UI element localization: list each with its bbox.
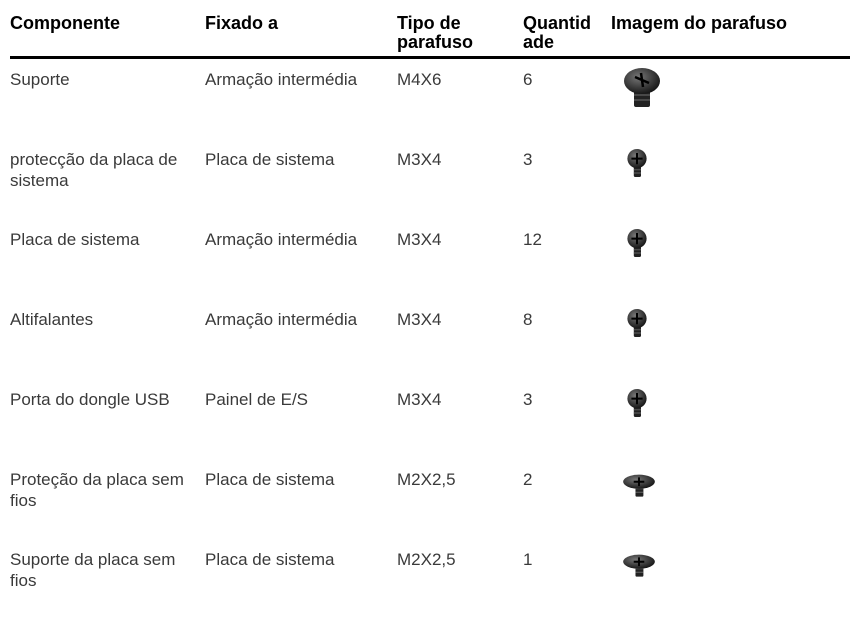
table-body: Suporte Armação intermédia M4X6 6 protecção …	[10, 58, 850, 620]
table-cell: M3X4	[397, 390, 442, 409]
table-cell: Placa de sistema	[205, 150, 335, 169]
table-row: Altifalantes Armação intermédia M3X4 8	[10, 299, 850, 379]
table-cell: M2X2,5	[397, 470, 456, 489]
table-cell: M3X4	[397, 150, 442, 169]
table-row: Porta do dongle USB Painel de E/S M3X4 3	[10, 379, 850, 459]
table-cell: Painel de E/S	[205, 390, 309, 409]
table-cell: protecção da placa de sistema	[10, 150, 178, 190]
table-cell: 8	[523, 310, 533, 329]
table-row: Proteção da placa sem fios Placa de siste…	[10, 459, 850, 539]
table-cell: Altifalantes	[10, 310, 94, 329]
table-row: Placa de sistema Armação intermédia M3X4 12	[10, 219, 850, 299]
screw-image-cell	[611, 219, 850, 299]
table-cell: 3	[523, 150, 533, 169]
table-cell: 3	[523, 390, 533, 409]
header-row: Componente Fixado a Tipo de parafuso Qua…	[10, 14, 850, 59]
table-cell: Suporte	[10, 70, 70, 89]
table-cell: Placa de sistema	[205, 470, 335, 489]
header-cell: Quantidade	[523, 14, 611, 59]
table-row: Suporte Armação intermédia M4X6 6	[10, 58, 850, 140]
screw-image	[617, 145, 657, 185]
table-cell: Armação intermédia	[205, 230, 358, 249]
screw-image	[617, 305, 657, 345]
header-cell: Tipo de parafuso	[397, 14, 523, 59]
table-cell: M2X2,5	[397, 550, 456, 569]
table-cell: 6	[523, 70, 533, 89]
screw-image	[617, 385, 657, 425]
table-cell: M3X4	[397, 310, 442, 329]
screw-image-cell	[611, 299, 850, 379]
table-cell: M3X4	[397, 230, 442, 249]
table-row: protecção da placa de sistema Placa de si…	[10, 139, 850, 219]
screw-image	[617, 65, 667, 115]
table-cell: Placa de sistema	[205, 550, 335, 569]
header-cell: Componente	[10, 14, 205, 59]
table-cell: M4X6	[397, 70, 442, 89]
table-cell: 2	[523, 470, 533, 489]
screw-table: Componente Fixado a Tipo de parafuso Qua…	[10, 14, 850, 619]
table-cell: Armação intermédia	[205, 70, 358, 89]
screw-image	[617, 225, 657, 265]
screw-image	[617, 545, 661, 589]
table-cell: Proteção da placa sem fios	[10, 470, 184, 510]
table-row: Suporte da placa sem fios Placa de sistem…	[10, 539, 850, 619]
screw-image-cell	[611, 58, 850, 140]
header-cell: Imagem do parafuso	[611, 14, 850, 59]
table-cell: 12	[523, 230, 542, 249]
screw-image-cell	[611, 539, 850, 619]
table-cell: Suporte da placa sem fios	[10, 550, 176, 590]
table-cell: Placa de sistema	[10, 230, 140, 249]
screw-image-cell	[611, 379, 850, 459]
table-cell: Armação intermédia	[205, 310, 358, 329]
screw-image-cell	[611, 459, 850, 539]
screw-image-cell	[611, 139, 850, 219]
screw-image	[617, 465, 661, 509]
table-cell: Porta do dongle USB	[10, 390, 170, 409]
header-cell: Fixado a	[205, 14, 397, 59]
table-cell: 1	[523, 550, 533, 569]
